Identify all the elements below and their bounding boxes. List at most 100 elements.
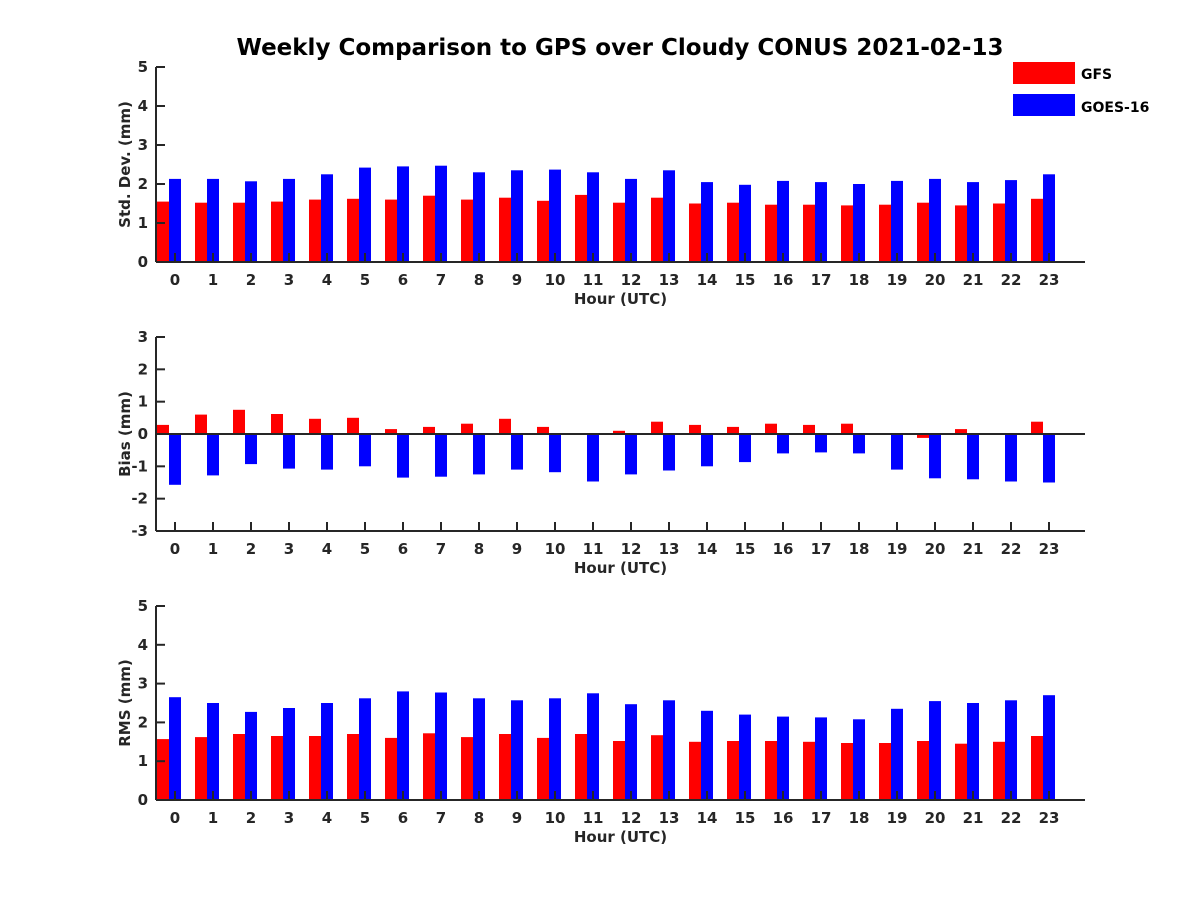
bar-gfs-hour-4 — [309, 199, 321, 262]
bar-gfs-hour-3 — [271, 736, 283, 800]
y-tick-label: -1 — [131, 457, 148, 475]
x-tick-label: 15 — [735, 540, 756, 558]
x-tick-label: 10 — [545, 271, 566, 289]
x-tick-label: 0 — [170, 540, 180, 558]
legend-label-gfs: GFS — [1081, 67, 1112, 83]
x-tick-label: 12 — [621, 809, 642, 827]
x-tick-label: 9 — [512, 271, 522, 289]
bar-goes16-hour-7 — [435, 434, 447, 477]
bar-gfs-hour-21 — [955, 743, 967, 800]
x-tick-label: 18 — [849, 540, 870, 558]
bar-gfs-hour-22 — [993, 741, 1005, 800]
bar-goes16-hour-1 — [207, 434, 219, 476]
y-axis-label: Bias (mm) — [116, 391, 134, 477]
bar-goes16-hour-22 — [1005, 180, 1017, 262]
x-tick-label: 12 — [621, 271, 642, 289]
x-tick-label: 4 — [322, 540, 332, 558]
bar-goes16-hour-20 — [929, 701, 941, 800]
y-tick-label: -2 — [131, 490, 148, 508]
bar-goes16-hour-5 — [359, 698, 371, 800]
x-tick-label: 9 — [512, 540, 522, 558]
bar-gfs-hour-7 — [423, 195, 435, 262]
bar-gfs-hour-16 — [765, 204, 777, 262]
bar-goes16-hour-21 — [967, 703, 979, 800]
bar-goes16-hour-23 — [1043, 695, 1055, 800]
x-tick-label: 22 — [1001, 271, 1022, 289]
x-axis-label: Hour (UTC) — [574, 290, 667, 308]
bar-gfs-hour-9 — [499, 734, 511, 800]
x-tick-label: 3 — [284, 540, 294, 558]
bar-gfs-hour-2 — [233, 202, 245, 262]
legend-swatch-gfs — [1013, 62, 1075, 84]
x-tick-label: 9 — [512, 809, 522, 827]
x-tick-label: 4 — [322, 809, 332, 827]
x-tick-label: 0 — [170, 271, 180, 289]
x-tick-label: 13 — [659, 271, 680, 289]
bar-goes16-hour-12 — [625, 178, 637, 262]
bar-gfs-hour-0 — [157, 201, 169, 262]
y-tick-label: 1 — [138, 214, 148, 232]
bar-goes16-hour-6 — [397, 166, 409, 262]
bar-gfs-hour-20 — [917, 434, 929, 438]
bar-gfs-hour-19 — [879, 204, 891, 262]
bar-goes16-hour-16 — [777, 180, 789, 262]
bar-gfs-hour-17 — [803, 424, 815, 434]
bar-gfs-hour-20 — [917, 741, 929, 800]
bar-goes16-hour-18 — [853, 434, 865, 454]
bar-goes16-hour-13 — [663, 434, 675, 471]
bar-gfs-hour-11 — [575, 194, 587, 262]
bar-goes16-hour-3 — [283, 434, 295, 469]
bar-gfs-hour-16 — [765, 741, 777, 800]
bar-goes16-hour-12 — [625, 434, 637, 475]
bar-goes16-hour-22 — [1005, 434, 1017, 482]
x-tick-label: 8 — [474, 271, 484, 289]
x-tick-label: 18 — [849, 809, 870, 827]
bar-gfs-hour-7 — [423, 426, 435, 434]
y-tick-label: 0 — [138, 253, 148, 271]
bar-gfs-hour-9 — [499, 197, 511, 262]
x-tick-label: 10 — [545, 540, 566, 558]
x-tick-label: 21 — [963, 809, 984, 827]
y-tick-label: 0 — [138, 425, 148, 443]
bar-gfs-hour-6 — [385, 737, 397, 800]
x-tick-label: 4 — [322, 271, 332, 289]
bar-goes16-hour-15 — [739, 184, 751, 262]
bar-gfs-hour-5 — [347, 734, 359, 800]
bar-gfs-hour-4 — [309, 736, 321, 800]
x-axis-label: Hour (UTC) — [574, 559, 667, 577]
y-tick-label: 1 — [138, 752, 148, 770]
x-tick-label: 13 — [659, 809, 680, 827]
bar-goes16-hour-0 — [169, 697, 181, 800]
x-tick-label: 5 — [360, 540, 370, 558]
bar-goes16-hour-5 — [359, 167, 371, 262]
bar-gfs-hour-3 — [271, 201, 283, 262]
bar-gfs-hour-6 — [385, 429, 397, 434]
bar-goes16-hour-0 — [169, 178, 181, 262]
x-tick-label: 3 — [284, 271, 294, 289]
bar-gfs-hour-2 — [233, 734, 245, 800]
bar-goes16-hour-18 — [853, 184, 865, 262]
x-tick-label: 6 — [398, 809, 408, 827]
bar-gfs-hour-12 — [613, 202, 625, 262]
bar-gfs-hour-13 — [651, 197, 663, 262]
bar-gfs-hour-10 — [537, 200, 549, 262]
bar-goes16-hour-17 — [815, 182, 827, 262]
bar-gfs-hour-5 — [347, 198, 359, 262]
bar-goes16-hour-10 — [549, 698, 561, 800]
x-tick-label: 21 — [963, 271, 984, 289]
bar-goes16-hour-4 — [321, 174, 333, 263]
y-tick-label: 2 — [138, 713, 148, 731]
bar-gfs-hour-8 — [461, 423, 473, 434]
bar-goes16-hour-16 — [777, 716, 789, 800]
bar-gfs-hour-5 — [347, 417, 359, 434]
bar-gfs-hour-10 — [537, 737, 549, 800]
x-tick-label: 13 — [659, 540, 680, 558]
x-tick-label: 22 — [1001, 809, 1022, 827]
bar-gfs-hour-0 — [157, 424, 169, 434]
y-tick-label: 3 — [138, 675, 148, 693]
bar-gfs-hour-0 — [157, 739, 169, 800]
bar-goes16-hour-14 — [701, 434, 713, 467]
